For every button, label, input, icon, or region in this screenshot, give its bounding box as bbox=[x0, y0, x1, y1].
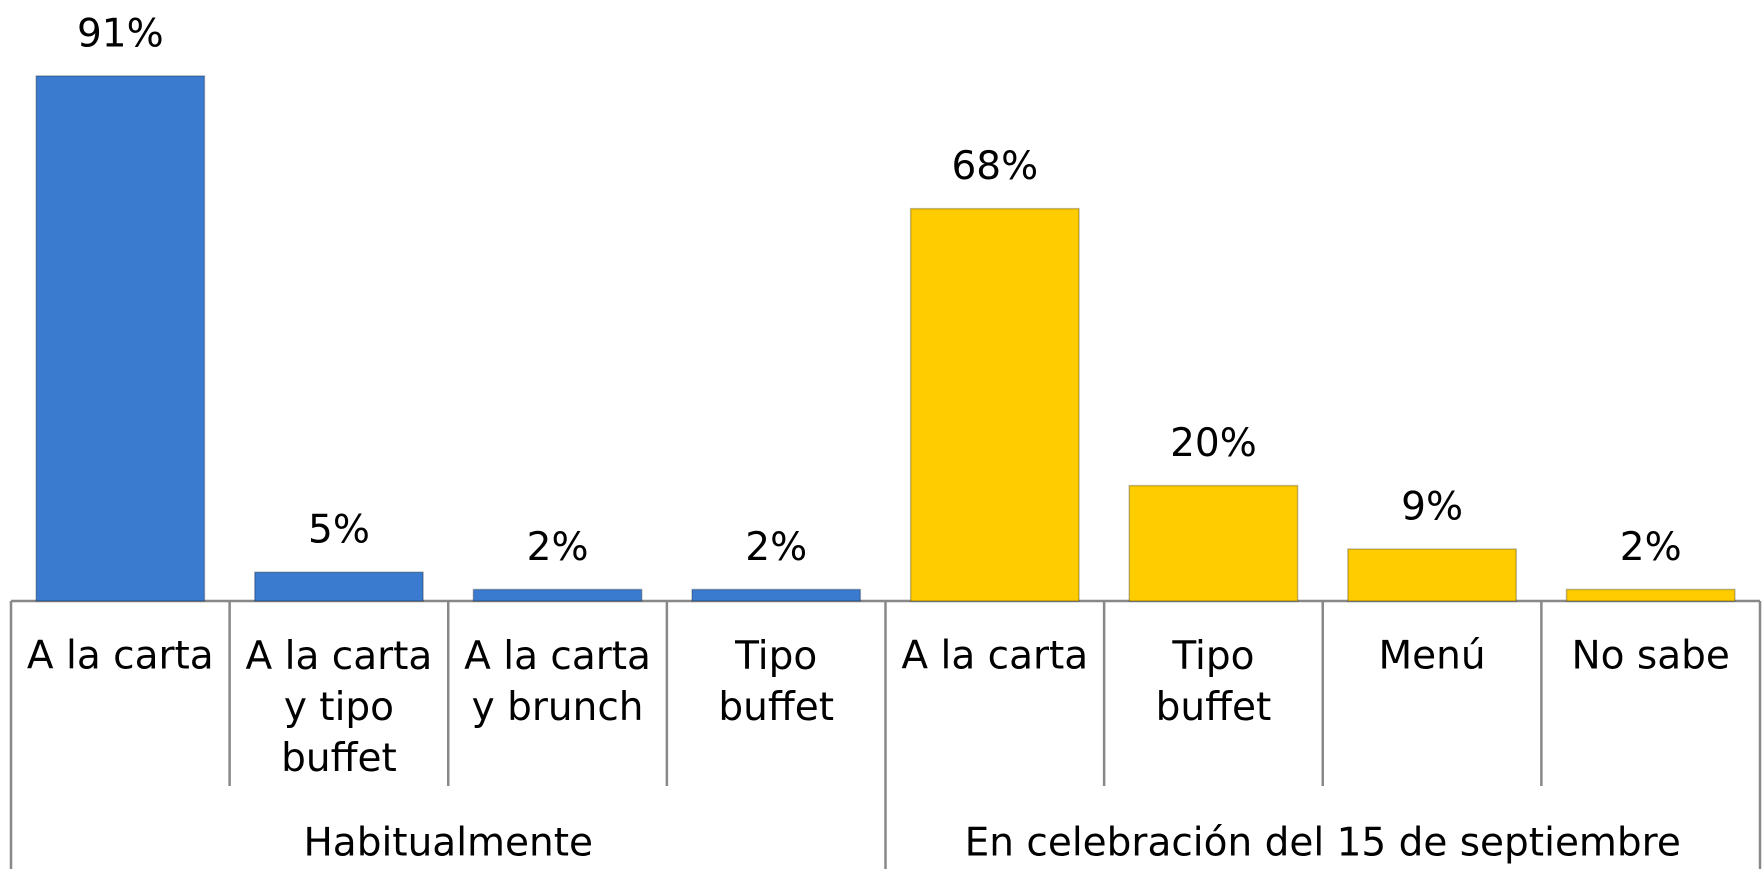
group-label: En celebración del 15 de septiembre bbox=[965, 821, 1681, 866]
x-tick-label: A la carta y tipo buffet bbox=[246, 634, 433, 781]
bar bbox=[691, 588, 862, 602]
x-tick-label: A la carta bbox=[901, 634, 1088, 679]
value-label: 91% bbox=[77, 11, 164, 56]
bar bbox=[472, 588, 643, 602]
value-label: 2% bbox=[527, 525, 589, 570]
bar bbox=[1347, 548, 1517, 602]
bar bbox=[1565, 588, 1736, 602]
bar bbox=[1128, 484, 1299, 602]
bar bbox=[35, 75, 206, 602]
value-label: 9% bbox=[1401, 485, 1463, 530]
x-tick-label: Tipo buffet bbox=[1156, 634, 1272, 730]
bar bbox=[254, 571, 424, 602]
x-tick-label: Tipo buffet bbox=[718, 634, 834, 730]
x-tick-label: A la carta y brunch bbox=[464, 634, 651, 730]
value-label: 2% bbox=[745, 525, 807, 570]
bar bbox=[909, 207, 1080, 602]
value-label: 20% bbox=[1170, 421, 1257, 466]
value-label: 2% bbox=[1620, 525, 1682, 570]
x-tick-label: A la carta bbox=[27, 634, 214, 679]
x-tick-label: No sabe bbox=[1571, 634, 1729, 679]
group-label: Habitualmente bbox=[303, 821, 593, 866]
value-label: 68% bbox=[951, 144, 1038, 189]
value-label: 5% bbox=[308, 508, 370, 553]
x-tick-label: Menú bbox=[1379, 634, 1486, 679]
